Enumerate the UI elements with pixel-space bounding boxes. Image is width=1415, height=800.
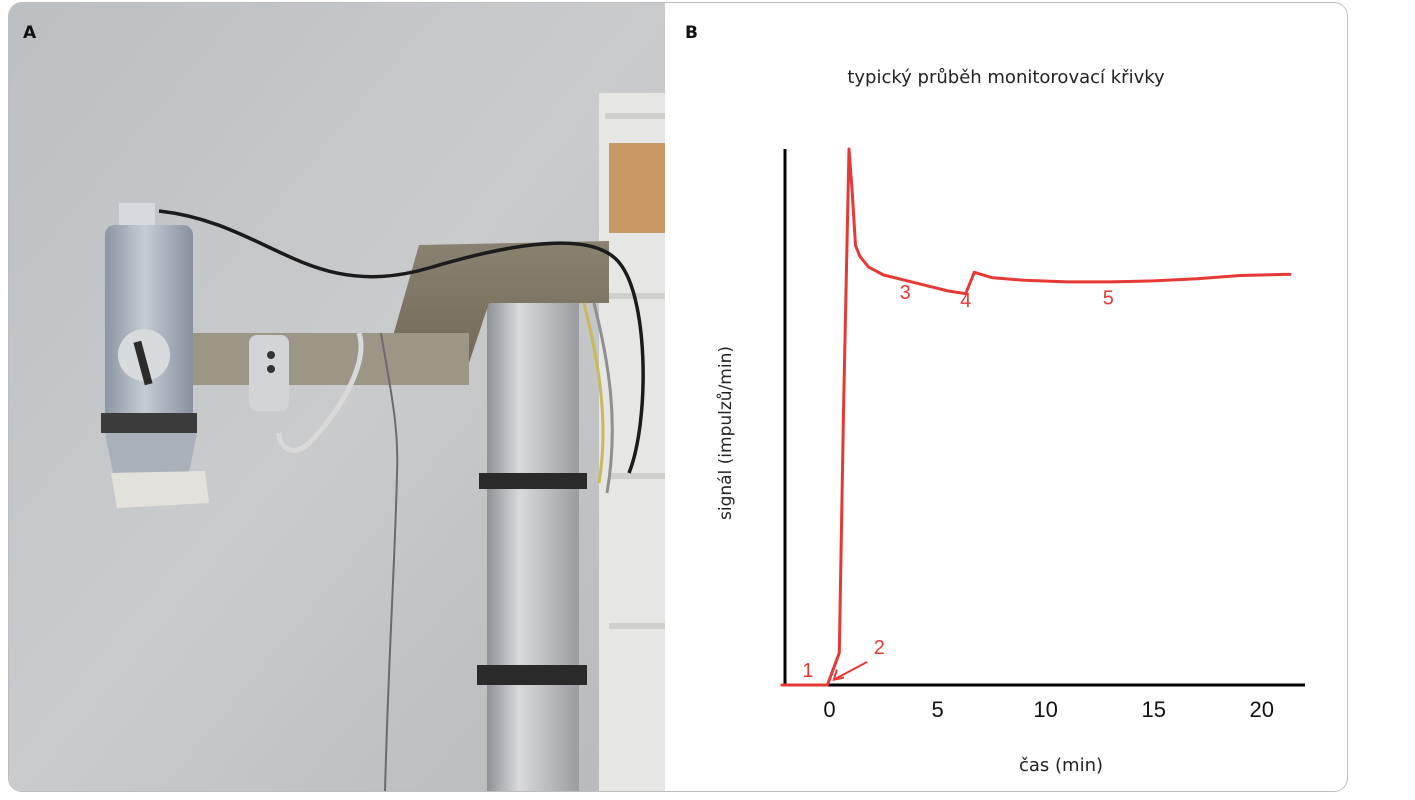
annotation-arrow-shaft bbox=[833, 661, 868, 681]
annotation-label: 2 bbox=[874, 637, 885, 659]
panel-a-photo: A bbox=[9, 3, 665, 791]
x-tick-label: 10 bbox=[1033, 697, 1057, 722]
series-line bbox=[780, 147, 1292, 687]
panel-b-chart: B typický průběh monitorovací křivky 0 5 1… bbox=[665, 3, 1347, 791]
x-tick-label: 0 bbox=[823, 697, 835, 722]
x-tick-label: 5 bbox=[931, 697, 943, 722]
chart-plot-area: 0 5 10 15 20 1 2 3 4 5 bbox=[780, 147, 1305, 722]
x-tick-label: 15 bbox=[1141, 697, 1165, 722]
probe-stand-photo bbox=[9, 3, 665, 791]
panel-a-label: A bbox=[23, 23, 37, 43]
figure: A B typický průběh monitorovací křivky 0… bbox=[8, 2, 1348, 792]
y-axis-label: signál (impulzů/min) bbox=[716, 346, 736, 521]
chart-title: typický průběh monitorovací křivky bbox=[847, 67, 1165, 88]
annotation-label: 1 bbox=[802, 660, 813, 682]
annotation-label: 5 bbox=[1103, 287, 1114, 309]
annotation-arrow-head bbox=[832, 669, 845, 681]
annotation-label: 4 bbox=[960, 290, 971, 312]
annotation-label: 3 bbox=[900, 282, 911, 304]
x-tick-label: 20 bbox=[1250, 697, 1274, 722]
x-axis-label: čas (min) bbox=[1018, 755, 1103, 776]
panel-b-label: B bbox=[685, 23, 698, 43]
